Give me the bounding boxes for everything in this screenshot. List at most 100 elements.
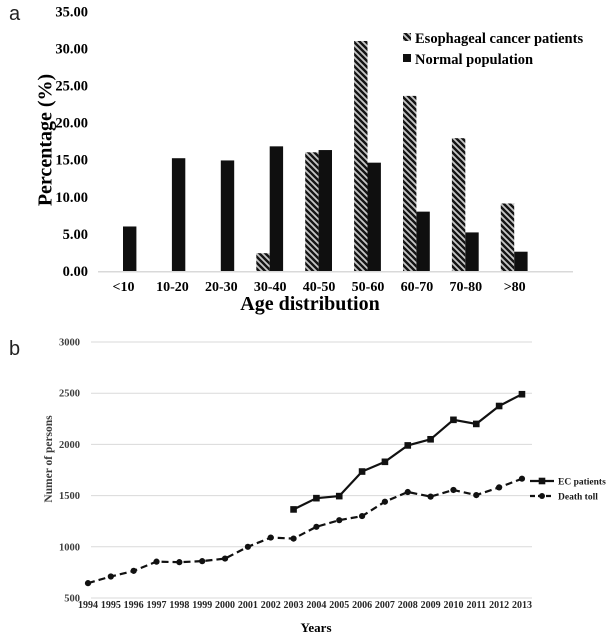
marker-circle-death-toll bbox=[290, 535, 297, 542]
x-tick-label: 1995 bbox=[101, 600, 121, 611]
x-category-label: 60-70 bbox=[401, 280, 434, 295]
bar-normal-5 bbox=[367, 162, 381, 271]
y-tick-label: 5.00 bbox=[63, 227, 88, 243]
panel-a-label: a bbox=[9, 3, 21, 25]
x-category-label: 10-20 bbox=[156, 280, 189, 295]
marker-circle-death-toll bbox=[130, 567, 137, 574]
y-tick-label: 10.00 bbox=[55, 190, 88, 206]
y-tick-label: 0.00 bbox=[63, 264, 88, 280]
bar-esophageal-3 bbox=[256, 253, 270, 271]
chart-a-x-axis-title: Age distribution bbox=[240, 293, 380, 315]
bar-esophageal-8 bbox=[500, 203, 515, 271]
marker-circle-death-toll bbox=[358, 512, 366, 520]
marker-circle-death-toll bbox=[153, 558, 160, 565]
legend-label-esophageal: Esophageal cancer patients bbox=[415, 31, 583, 47]
y-tick-label: 30.00 bbox=[55, 41, 88, 57]
marker-square-ec-patients bbox=[450, 416, 457, 424]
marker-circle-death-toll bbox=[473, 491, 480, 499]
x-category-label: <10 bbox=[113, 280, 135, 295]
legend-marker-death bbox=[539, 493, 545, 499]
marker-square-ec-patients bbox=[472, 420, 480, 428]
x-tick-label: 1996 bbox=[124, 600, 144, 611]
y-tick-label: 25.00 bbox=[55, 79, 88, 95]
x-tick-label: 2007 bbox=[375, 600, 395, 611]
chart-a-y-axis-title: Percentage (%) bbox=[34, 73, 57, 207]
marker-circle-death-toll bbox=[84, 580, 92, 587]
marker-square-ec-patients bbox=[404, 442, 412, 449]
x-tick-label: 2006 bbox=[352, 600, 372, 611]
y-tick-label: 2500 bbox=[59, 389, 80, 400]
bar-normal-3 bbox=[269, 146, 284, 271]
bar-chart-age-distribution: 0.00 5.00 10.00 15.00 20.00 25.00 30.00 35.00 <1… bbox=[55, 4, 583, 295]
bar-normal-8 bbox=[514, 251, 528, 271]
marker-square-ec-patients bbox=[335, 492, 343, 500]
x-tick-label: 2003 bbox=[284, 600, 304, 611]
x-category-label: 30-40 bbox=[254, 280, 287, 295]
marker-circle-death-toll bbox=[221, 555, 229, 562]
marker-circle-death-toll bbox=[244, 543, 251, 550]
x-tick-label: 2009 bbox=[421, 600, 441, 611]
bar-esophageal-7 bbox=[451, 138, 466, 271]
bar-normal-1 bbox=[171, 158, 186, 271]
marker-square-ec-patients bbox=[495, 402, 503, 410]
y-tick-label: 15.00 bbox=[55, 153, 88, 169]
marker-circle-death-toll bbox=[450, 486, 457, 494]
x-tick-label: 1998 bbox=[169, 600, 189, 611]
marker-square-ec-patients bbox=[290, 506, 297, 513]
x-category-label: 70-80 bbox=[449, 280, 482, 295]
x-tick-label: 1994 bbox=[78, 600, 98, 611]
marker-square-ec-patients bbox=[518, 390, 526, 398]
x-category-label: 40-50 bbox=[303, 280, 336, 295]
chart-b-x-axis-title: Years bbox=[300, 620, 332, 635]
panel-b-label: b bbox=[9, 338, 21, 360]
marker-square-ec-patients bbox=[313, 494, 320, 502]
x-tick-label: 2002 bbox=[261, 600, 281, 611]
legend-swatch-esophageal bbox=[403, 33, 411, 41]
y-tick-label: 500 bbox=[64, 594, 80, 605]
bar-normal-4 bbox=[318, 150, 332, 271]
legend-label-normal: Normal population bbox=[415, 52, 533, 68]
x-tick-label: 2008 bbox=[398, 600, 418, 611]
bar-normal-0 bbox=[123, 226, 137, 271]
legend-label-death: Death toll bbox=[558, 493, 598, 503]
marker-circle-death-toll bbox=[199, 558, 206, 565]
legend-marker-ec bbox=[538, 477, 546, 485]
marker-circle-death-toll bbox=[336, 517, 343, 524]
x-tick-label: 2000 bbox=[215, 600, 235, 611]
x-category-label: 20-30 bbox=[205, 280, 238, 295]
series-line-death-toll bbox=[87, 477, 523, 585]
marker-circle-death-toll bbox=[313, 523, 320, 530]
bar-normal-7 bbox=[465, 232, 479, 271]
y-tick-label: 1500 bbox=[59, 491, 80, 502]
y-tick-label: 3000 bbox=[59, 338, 80, 349]
x-tick-label: 2004 bbox=[306, 600, 326, 611]
x-tick-label: 1999 bbox=[192, 600, 212, 611]
bar-normal-6 bbox=[416, 211, 430, 271]
marker-circle-death-toll bbox=[518, 475, 526, 482]
marker-circle-death-toll bbox=[267, 534, 274, 541]
bar-esophageal-5 bbox=[354, 40, 368, 272]
legend-label-ec: EC patients bbox=[558, 478, 606, 488]
x-tick-label: 2013 bbox=[512, 600, 532, 611]
legend-swatch-normal bbox=[403, 54, 411, 62]
x-category-label: 50-60 bbox=[352, 280, 385, 295]
marker-circle-death-toll bbox=[381, 498, 389, 505]
x-tick-label: 1997 bbox=[147, 600, 167, 611]
y-tick-label: 2000 bbox=[59, 440, 80, 451]
bar-esophageal-6 bbox=[403, 95, 417, 271]
marker-square-ec-patients bbox=[427, 435, 434, 443]
x-tick-label: 2012 bbox=[489, 600, 509, 611]
x-tick-label: 2011 bbox=[467, 600, 486, 611]
marker-square-ec-patients bbox=[381, 458, 389, 466]
y-tick-label: 35.00 bbox=[55, 4, 88, 20]
x-tick-label: 2010 bbox=[443, 600, 463, 611]
marker-circle-death-toll bbox=[404, 488, 411, 496]
chart-b-y-axis-title: Numer of persons bbox=[43, 415, 55, 503]
marker-circle-death-toll bbox=[176, 559, 183, 566]
x-tick-label: 2005 bbox=[329, 600, 349, 611]
x-tick-label: 2001 bbox=[238, 600, 258, 611]
marker-circle-death-toll bbox=[427, 493, 434, 500]
marker-square-ec-patients bbox=[358, 468, 366, 475]
